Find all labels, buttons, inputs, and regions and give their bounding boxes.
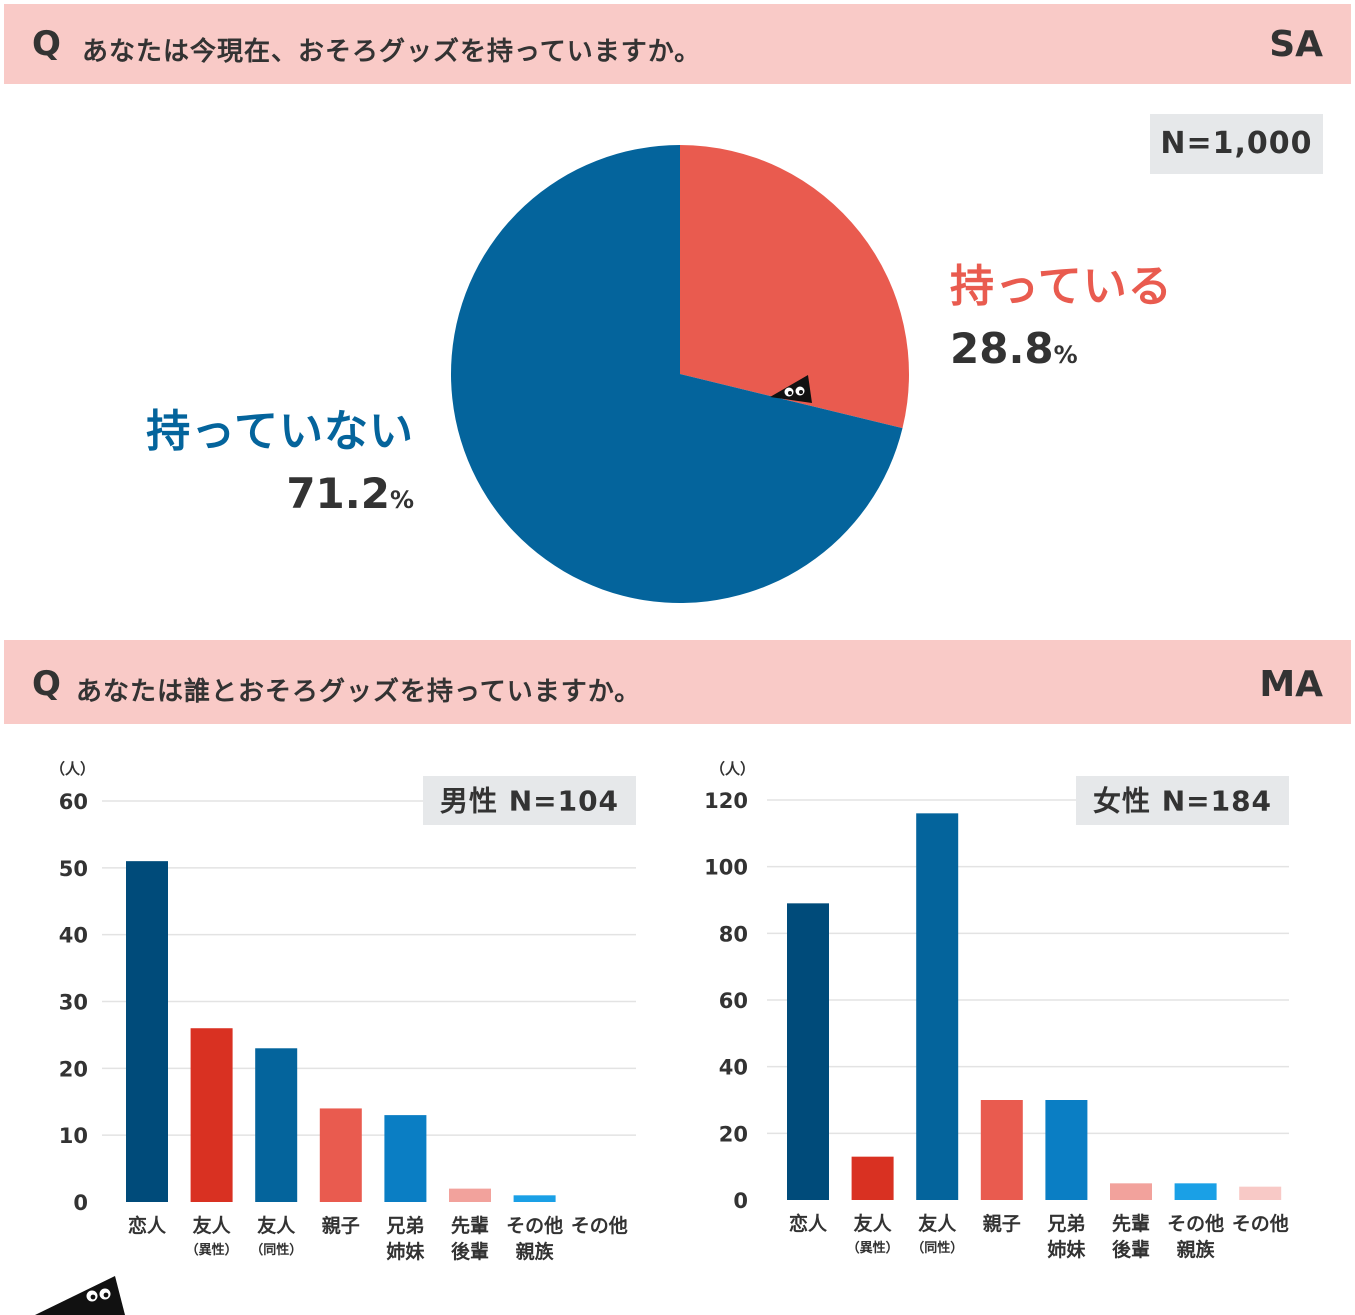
female-x-label-3: 親子	[983, 1212, 1021, 1235]
male-x-label-2: 友人	[257, 1214, 296, 1237]
female-x-label-5-line2: 後輩	[1112, 1238, 1150, 1261]
question-2-mark: Q	[32, 664, 61, 704]
pie-slice-1	[450, 145, 903, 603]
female-y-tick-0: 0	[733, 1189, 748, 1213]
female-bar-5	[1110, 1183, 1152, 1200]
male-title-box	[423, 776, 636, 825]
male-y-tick-2: 20	[59, 1057, 88, 1081]
male-y-tick-1: 10	[59, 1124, 88, 1148]
bar-chart-male: （人） 0 10 20 30 40 50 60 男性 N=104 恋人 友人 （異性） 友人 （同性） 親子…	[50, 760, 636, 1263]
male-x-label-2-line2: （同性）	[250, 1242, 302, 1258]
female-y-tick-6: 120	[704, 789, 748, 813]
female-y-unit-label: （人）	[710, 760, 755, 778]
male-bar-3	[319, 1108, 362, 1202]
female-title: 女性 N=184	[1093, 785, 1272, 818]
female-bar-4	[1045, 1100, 1088, 1200]
female-x-label-5: 先輩	[1112, 1212, 1150, 1235]
male-x-label-5-line2: 後輩	[451, 1240, 489, 1263]
question-2-header: Q あなたは誰とおそろグッズを持っていますか。 MA	[4, 640, 1351, 724]
male-x-label-0: 恋人	[128, 1214, 167, 1237]
question-1-mark: Q	[32, 24, 61, 64]
pie-sample-size: N=1,000	[1150, 114, 1323, 174]
male-y-tick-5: 50	[59, 857, 88, 881]
male-x-label-7: その他	[571, 1214, 628, 1237]
pie-label-have-name: 持っている	[950, 261, 1173, 312]
female-x-label-7: その他	[1232, 1212, 1289, 1235]
question-2-text: あなたは誰とおそろグッズを持っていますか。	[76, 677, 642, 707]
male-x-label-4: 兄弟	[385, 1214, 424, 1237]
male-bar-0	[126, 861, 168, 1202]
male-bar-5	[449, 1188, 491, 1202]
mascot-corner-icon	[35, 1276, 125, 1315]
female-x-label-4: 兄弟	[1046, 1212, 1085, 1235]
female-y-tick-4: 80	[719, 922, 748, 946]
male-y-tick-6: 60	[59, 790, 88, 814]
bar-chart-female: （人） 0 20 40 60 80 100 120 女性 N=184 恋人 友人 （異性） 友人 （同性）…	[704, 760, 1289, 1261]
male-x-label-1-line2: （異性）	[186, 1242, 238, 1258]
male-bar-1	[190, 1028, 233, 1202]
male-bar-6	[513, 1195, 556, 1202]
female-y-tick-3: 60	[719, 989, 748, 1013]
question-1-type: SA	[1269, 24, 1323, 65]
mascot-icon	[770, 375, 812, 403]
male-bar-4	[384, 1115, 427, 1202]
pie-label-not-have: 持っていない 71.2%	[146, 395, 414, 518]
male-y-unit-label: （人）	[50, 760, 95, 778]
male-x-label-5: 先輩	[451, 1214, 489, 1237]
female-x-label-2-line2: （同性）	[911, 1240, 963, 1256]
female-bar-7	[1239, 1186, 1282, 1200]
male-x-label-6-line2: 親族	[516, 1240, 555, 1263]
female-y-tick-5: 100	[704, 856, 748, 880]
female-x-label-0: 恋人	[789, 1212, 828, 1235]
pie-label-not-have-unit: %	[389, 486, 414, 514]
female-bar-2	[916, 813, 959, 1200]
male-x-label-4-line2: 姉妹	[386, 1240, 425, 1263]
question-1-text: あなたは今現在、おそろグッズを持っていますか。	[82, 37, 702, 67]
question-1-header: Q あなたは今現在、おそろグッズを持っていますか。 SA	[4, 4, 1351, 84]
male-y-tick-3: 30	[59, 991, 88, 1015]
male-bar-2	[255, 1048, 298, 1202]
male-x-label-6: その他	[506, 1214, 563, 1237]
pie-slice-0	[680, 145, 909, 429]
pie-label-not-have-value: 71.2	[286, 469, 390, 518]
female-x-label-1: 友人	[854, 1212, 893, 1235]
pie-label-have: 持っている 28.8%	[950, 250, 1173, 373]
female-y-tick-2: 40	[719, 1056, 748, 1080]
female-bar-3	[980, 1100, 1023, 1200]
female-x-label-6-line2: 親族	[1177, 1238, 1216, 1261]
male-y-tick-4: 40	[59, 924, 88, 948]
male-x-label-3: 親子	[322, 1214, 360, 1237]
pie-chart	[450, 145, 909, 603]
female-y-tick-1: 20	[719, 1122, 748, 1146]
female-title-box	[1076, 776, 1289, 825]
pie-label-not-have-name: 持っていない	[146, 406, 414, 457]
female-bar-1	[851, 1156, 894, 1200]
female-x-label-6: その他	[1167, 1212, 1224, 1235]
female-bar-6	[1174, 1183, 1217, 1200]
female-x-label-1-line2: （異性）	[847, 1240, 899, 1256]
female-bar-0	[787, 903, 829, 1200]
pie-label-have-unit: %	[1053, 341, 1078, 369]
male-x-label-1: 友人	[193, 1214, 232, 1237]
pie-label-have-value: 28.8	[950, 324, 1054, 373]
female-x-label-2: 友人	[918, 1212, 957, 1235]
question-2-type: MA	[1259, 664, 1323, 705]
female-x-label-4-line2: 姉妹	[1047, 1238, 1086, 1261]
male-title: 男性 N=104	[440, 785, 619, 818]
male-y-tick-0: 0	[73, 1191, 88, 1215]
